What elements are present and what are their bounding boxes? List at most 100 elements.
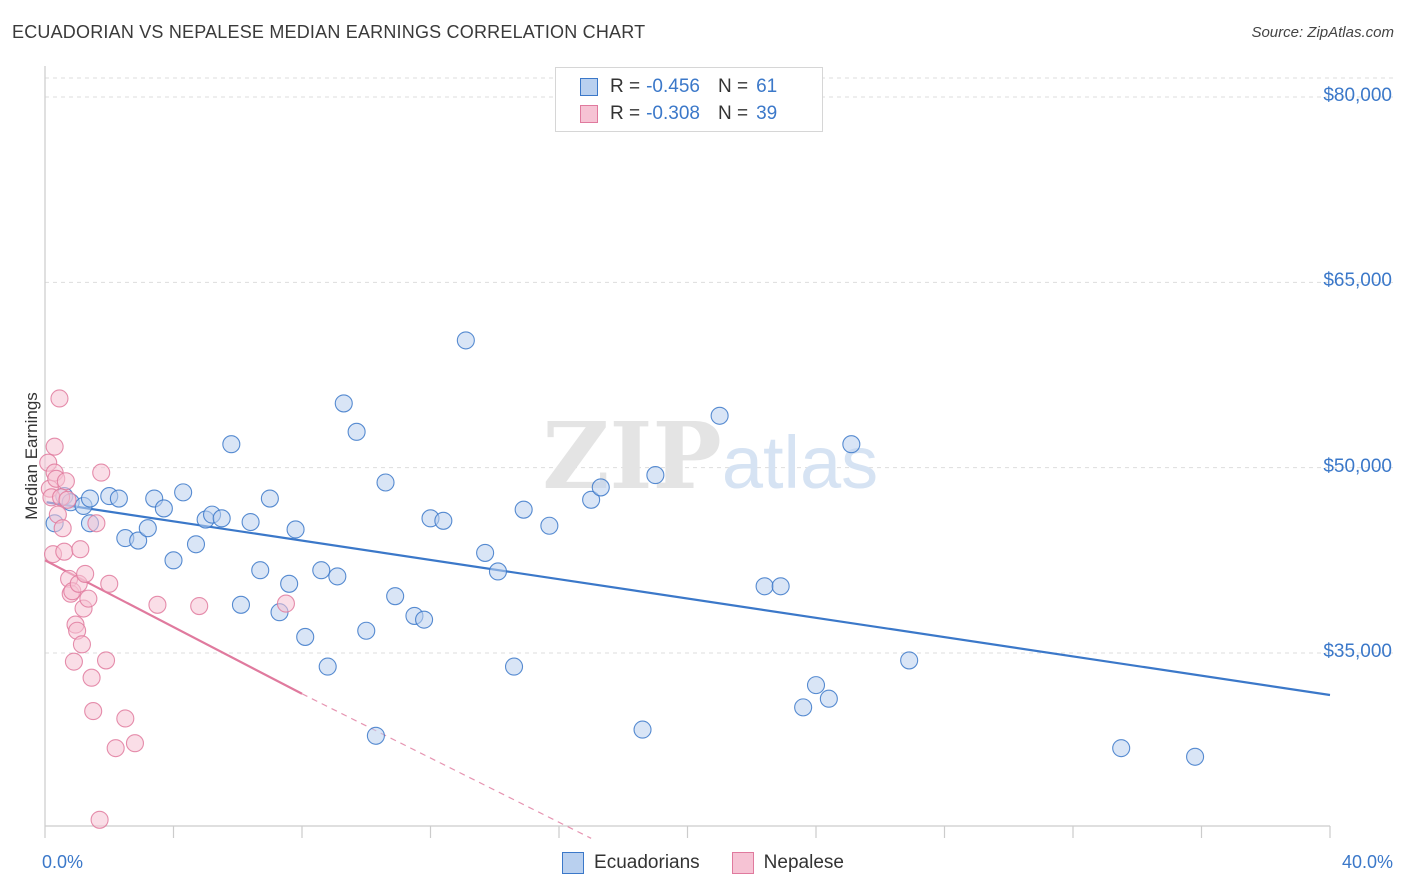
legend-r-value-nepalese: -0.308 bbox=[646, 103, 700, 124]
point-nepalese bbox=[58, 490, 77, 509]
point-nepalese bbox=[125, 734, 144, 753]
point-ecuadorians bbox=[646, 466, 665, 485]
y-axis-label: Median Earnings bbox=[22, 392, 41, 520]
point-nepalese bbox=[96, 651, 116, 670]
point-nepalese bbox=[71, 540, 90, 559]
point-ecuadorians bbox=[755, 577, 774, 596]
point-ecuadorians bbox=[434, 511, 453, 530]
point-nepalese bbox=[100, 574, 119, 593]
point-nepalese bbox=[82, 668, 101, 687]
watermark-zip: ZIP bbox=[542, 402, 721, 510]
correlation-legend: R = -0.456 N = 61 R = -0.308 N = 39 bbox=[555, 67, 823, 132]
point-ecuadorians bbox=[488, 562, 508, 581]
legend-swatch-nepalese bbox=[580, 105, 598, 123]
point-nepalese bbox=[79, 589, 98, 608]
point-nepalese bbox=[72, 635, 91, 654]
point-ecuadorians bbox=[80, 489, 100, 508]
point-ecuadorians bbox=[174, 483, 193, 502]
point-ecuadorians bbox=[280, 574, 299, 593]
point-nepalese bbox=[84, 702, 103, 721]
legend-swatch-ecuadorians bbox=[562, 852, 585, 874]
point-ecuadorians bbox=[540, 516, 559, 535]
x-tick-label: 0.0% bbox=[42, 852, 84, 872]
point-ecuadorians bbox=[296, 627, 315, 646]
legend-item-nepalese[interactable]: Nepalese bbox=[731, 852, 844, 874]
legend-swatch-ecuadorians bbox=[580, 78, 598, 96]
point-ecuadorians bbox=[794, 698, 813, 717]
point-nepalese bbox=[55, 542, 74, 561]
trend-line-nepalese bbox=[44, 559, 303, 695]
point-ecuadorians bbox=[186, 535, 206, 554]
point-nepalese bbox=[148, 595, 167, 614]
y-tick-label: $35,000 bbox=[1323, 641, 1392, 662]
data-points bbox=[39, 331, 1205, 829]
point-nepalese bbox=[92, 463, 111, 482]
point-nepalese bbox=[116, 709, 135, 728]
point-ecuadorians bbox=[900, 651, 919, 670]
point-ecuadorians bbox=[357, 621, 376, 640]
point-ecuadorians bbox=[1186, 747, 1205, 766]
point-ecuadorians bbox=[771, 577, 790, 596]
trend-line-ecuadorians bbox=[46, 501, 1331, 697]
legend-label-ecuadorians: Ecuadorians bbox=[594, 852, 700, 873]
legend-r-label: R = bbox=[610, 76, 641, 97]
point-nepalese bbox=[190, 596, 209, 616]
point-nepalese bbox=[276, 594, 295, 613]
point-ecuadorians bbox=[312, 561, 331, 580]
point-ecuadorians bbox=[251, 561, 270, 580]
point-ecuadorians bbox=[286, 520, 305, 539]
point-ecuadorians bbox=[260, 489, 279, 508]
point-nepalese bbox=[53, 519, 72, 538]
axes bbox=[44, 66, 1331, 838]
legend-n-label: N = bbox=[717, 76, 749, 97]
trend-line-extension-nepalese bbox=[301, 693, 592, 839]
point-ecuadorians bbox=[109, 489, 128, 508]
point-ecuadorians bbox=[347, 422, 366, 441]
point-nepalese bbox=[106, 739, 125, 758]
point-ecuadorians bbox=[1112, 739, 1131, 758]
point-ecuadorians bbox=[334, 394, 353, 413]
gridlines bbox=[45, 77, 1394, 654]
point-ecuadorians bbox=[318, 657, 337, 676]
legend-n-value-nepalese: 39 bbox=[756, 103, 778, 124]
point-nepalese bbox=[50, 389, 69, 408]
legend-r-label: R = bbox=[610, 103, 641, 124]
trend-lines bbox=[44, 501, 1331, 839]
point-ecuadorians bbox=[415, 610, 434, 629]
point-ecuadorians bbox=[633, 720, 652, 739]
point-ecuadorians bbox=[504, 657, 524, 676]
point-ecuadorians bbox=[456, 331, 475, 350]
point-ecuadorians bbox=[476, 543, 495, 562]
y-tick-label: $65,000 bbox=[1323, 270, 1392, 292]
point-ecuadorians bbox=[212, 509, 231, 528]
legend-row-nepalese: R = -0.308 N = 39 bbox=[580, 101, 777, 127]
point-nepalese bbox=[45, 437, 64, 456]
point-nepalese bbox=[87, 514, 106, 533]
point-ecuadorians bbox=[241, 512, 260, 532]
legend-item-ecuadorians[interactable]: Ecuadorians bbox=[562, 852, 700, 874]
point-nepalese bbox=[64, 652, 83, 671]
point-nepalese bbox=[76, 564, 95, 583]
point-nepalese bbox=[90, 810, 109, 829]
point-ecuadorians bbox=[710, 406, 729, 425]
y-tick-label: $80,000 bbox=[1323, 85, 1392, 106]
legend-n-value-ecuadorians: 61 bbox=[756, 76, 778, 97]
legend-r-value-ecuadorians: -0.456 bbox=[646, 76, 700, 97]
legend-label-nepalese: Nepalese bbox=[763, 852, 844, 873]
y-tick-label: $50,000 bbox=[1323, 455, 1392, 477]
watermark-atlas: atlas bbox=[722, 421, 878, 504]
legend-n-label: N = bbox=[717, 103, 749, 124]
point-ecuadorians bbox=[328, 567, 347, 586]
source-label: Source: ZipAtlas.com bbox=[1251, 24, 1394, 41]
point-ecuadorians bbox=[582, 490, 601, 509]
point-ecuadorians bbox=[514, 500, 533, 519]
point-ecuadorians bbox=[164, 551, 183, 570]
point-ecuadorians bbox=[386, 587, 405, 606]
point-ecuadorians bbox=[222, 435, 241, 454]
zipatlas-watermark: ZIP atlas bbox=[542, 402, 878, 510]
chart-title: ECUADORIAN VS NEPALESE MEDIAN EARNINGS C… bbox=[12, 22, 646, 42]
point-ecuadorians bbox=[366, 726, 385, 745]
series-legend: Ecuadorians Nepalese bbox=[0, 852, 1406, 874]
point-ecuadorians bbox=[819, 689, 838, 708]
